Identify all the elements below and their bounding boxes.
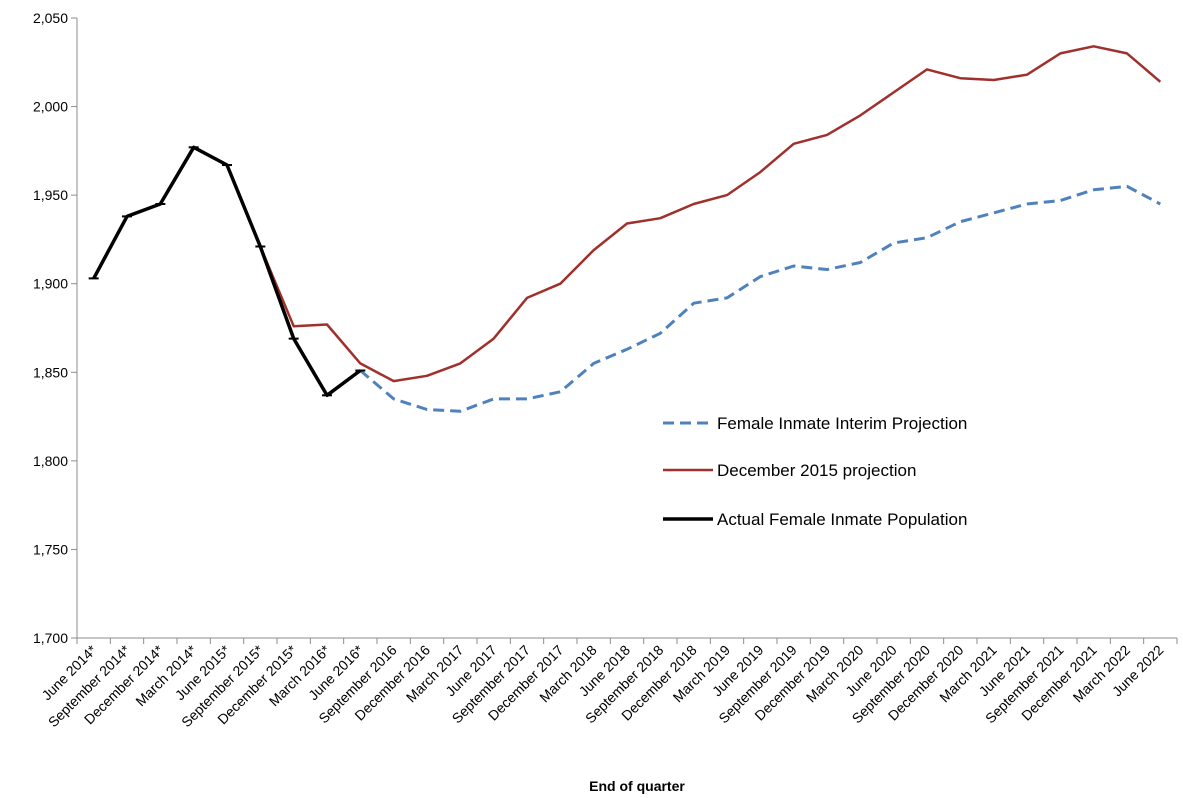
- y-tick-label: 1,850: [33, 364, 68, 380]
- x-axis-ticks: June 2014*September 2014*December 2014*M…: [38, 638, 1178, 730]
- legend: Female Inmate Interim Projection December…: [663, 414, 967, 529]
- series-line: [92, 145, 362, 398]
- series-line: [359, 184, 1162, 413]
- y-tick-label: 1,950: [33, 187, 68, 203]
- y-tick-label: 1,700: [33, 630, 68, 646]
- y-axis-ticks: 1,700 1,750 1,800 1,850 1,900 1,950 2,000 2,050: [33, 10, 77, 646]
- x-axis-title: End of quarter: [589, 778, 685, 794]
- axes: [76, 18, 1177, 639]
- y-tick-label: 1,750: [33, 541, 68, 557]
- y-tick-label: 2,050: [33, 10, 68, 26]
- legend-label: Actual Female Inmate Population: [717, 510, 967, 529]
- series-layer: [88, 45, 1162, 413]
- y-tick-label: 1,800: [33, 453, 68, 469]
- legend-label: Female Inmate Interim Projection: [717, 414, 967, 433]
- legend-label: December 2015 projection: [717, 461, 916, 480]
- y-tick-label: 2,000: [33, 99, 68, 115]
- series-line: [259, 45, 1162, 383]
- y-tick-label: 1,900: [33, 276, 68, 292]
